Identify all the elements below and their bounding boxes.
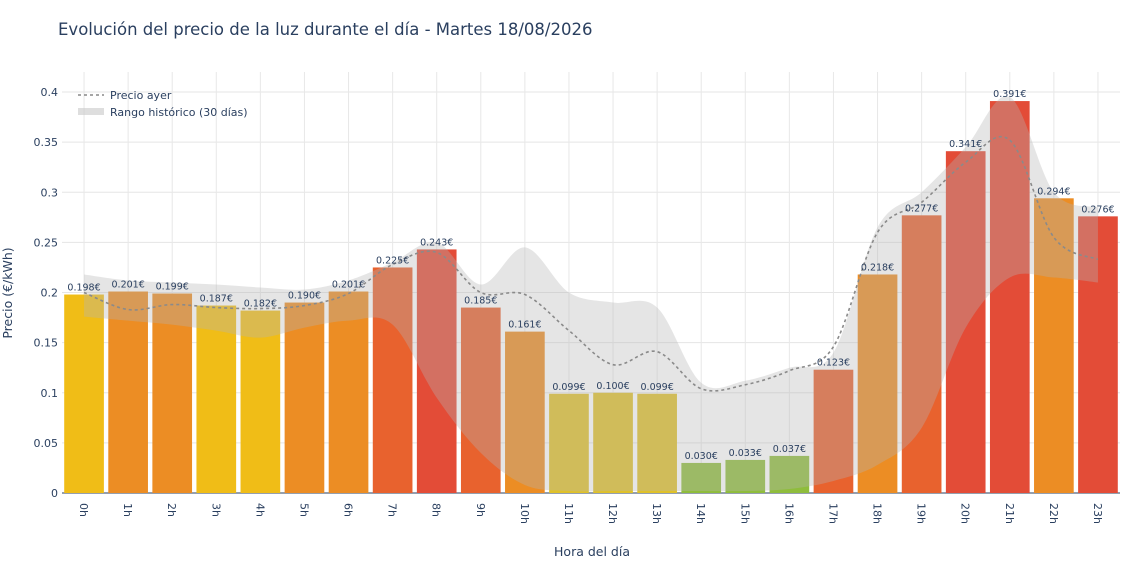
x-tick-label: 0h xyxy=(77,503,90,517)
price-bar xyxy=(989,101,1030,494)
price-bar xyxy=(769,455,810,493)
x-tick-label: 19h xyxy=(915,503,928,524)
bar-value-label: 0.225€ xyxy=(376,255,409,266)
bar-value-label: 0.391€ xyxy=(993,89,1026,100)
historical-range-area xyxy=(84,96,1098,492)
legend-label-range: Rango histórico (30 días) xyxy=(110,106,248,119)
price-bar xyxy=(372,267,413,493)
y-axis-title: Precio (€/kWh) xyxy=(0,247,15,338)
price-bar xyxy=(549,393,589,493)
x-tick-label: 23h xyxy=(1091,503,1104,524)
x-tick-label: 8h xyxy=(430,503,443,517)
price-bar xyxy=(857,274,898,493)
x-tick-label: 4h xyxy=(253,503,266,517)
x-tick-label: 18h xyxy=(871,503,884,524)
y-tick-label: 0.15 xyxy=(34,337,59,350)
price-bar xyxy=(460,307,501,493)
price-bar xyxy=(1078,216,1118,494)
y-tick-label: 0.2 xyxy=(41,287,59,300)
x-tick-label: 11h xyxy=(562,503,575,524)
price-bar xyxy=(593,392,633,493)
x-tick-label: 6h xyxy=(342,503,355,517)
x-tick-label: 5h xyxy=(297,503,310,517)
bar-value-label: 0.201€ xyxy=(332,280,365,291)
x-tick-label: 13h xyxy=(650,503,663,524)
y-tick-label: 0.4 xyxy=(41,86,59,99)
price-bar xyxy=(64,294,104,493)
x-tick-label: 2h xyxy=(165,503,178,517)
x-tick-label: 15h xyxy=(738,503,751,524)
historical-range-band xyxy=(84,96,1098,492)
bar-value-label: 0.123€ xyxy=(817,358,850,369)
price-bar xyxy=(945,151,986,493)
bar-value-label: 0.030€ xyxy=(685,451,718,462)
x-tick-label: 22h xyxy=(1047,503,1060,524)
price-bar xyxy=(416,249,457,493)
y-tick-label: 0.05 xyxy=(34,437,59,450)
price-bars xyxy=(64,101,1118,494)
x-tick-label: 1h xyxy=(121,503,134,517)
price-bar xyxy=(152,293,193,493)
x-tick-label: 3h xyxy=(209,503,222,517)
bar-value-label: 0.199€ xyxy=(156,282,189,293)
y-tick-label: 0.25 xyxy=(34,236,59,249)
yesterday-line xyxy=(83,135,1099,392)
x-tick-label: 7h xyxy=(386,503,399,517)
y-tick-label: 0.35 xyxy=(34,136,59,149)
y-tick-label: 0 xyxy=(51,487,58,500)
bar-value-label: 0.099€ xyxy=(552,382,585,393)
bar-value-label: 0.243€ xyxy=(420,237,453,248)
x-tick-label: 17h xyxy=(826,503,839,524)
legend-label-yesterday: Precio ayer xyxy=(110,89,172,102)
price-bar xyxy=(725,459,766,493)
axes: 0 0.05 0.1 0.15 0.2 0.25 0.3 0.35 0.4 0h 1h 2h 3h 4h 5… xyxy=(34,86,1104,524)
price-bar xyxy=(196,305,237,493)
x-axis-title: Hora del día xyxy=(554,544,630,559)
y-tick-label: 0.3 xyxy=(41,186,59,199)
bar-value-label: 0.100€ xyxy=(596,381,629,392)
bar-value-labels: 0.198€ 0.201€ 0.199€ 0.187€ 0.182€ 0.190€ 0.20… xyxy=(67,89,1114,462)
price-bar xyxy=(505,331,545,493)
bar-value-label: 0.190€ xyxy=(288,291,321,302)
bar-value-label: 0.185€ xyxy=(464,296,497,307)
bar-value-label: 0.182€ xyxy=(244,299,277,310)
chart-title: Evolución del precio de la luz durante e… xyxy=(58,20,593,39)
price-bar xyxy=(328,291,369,493)
x-tick-label: 21h xyxy=(1003,503,1016,524)
legend: Precio ayer Rango histórico (30 días) xyxy=(78,89,248,119)
legend-swatch-range xyxy=(78,108,104,115)
bar-value-label: 0.037€ xyxy=(773,444,806,455)
price-bar xyxy=(681,462,722,493)
bar-value-label: 0.276€ xyxy=(1081,204,1114,215)
bar-value-label: 0.099€ xyxy=(641,382,674,393)
x-tick-label: 14h xyxy=(694,503,707,524)
bar-value-label: 0.033€ xyxy=(729,448,762,459)
x-tick-label: 9h xyxy=(474,503,487,517)
x-tick-label: 12h xyxy=(606,503,619,524)
price-bar xyxy=(1034,198,1074,494)
bar-value-label: 0.201€ xyxy=(112,280,145,291)
yesterday-price-line xyxy=(83,135,1099,392)
price-bar xyxy=(284,302,325,493)
bar-value-label: 0.198€ xyxy=(67,283,100,294)
price-bar xyxy=(813,369,854,493)
bar-value-label: 0.187€ xyxy=(200,294,233,305)
price-bar xyxy=(240,310,281,493)
x-tick-label: 10h xyxy=(518,503,531,524)
x-tick-label: 16h xyxy=(782,503,795,524)
x-tick-label: 20h xyxy=(959,503,972,524)
price-bar xyxy=(637,393,677,493)
bar-value-label: 0.218€ xyxy=(861,262,894,273)
bar-value-label: 0.161€ xyxy=(508,320,541,331)
price-bar xyxy=(901,215,942,494)
y-tick-label: 0.1 xyxy=(41,387,59,400)
bar-value-label: 0.294€ xyxy=(1037,186,1070,197)
bar-value-label: 0.277€ xyxy=(905,203,938,214)
price-bar xyxy=(108,291,148,493)
bar-value-label: 0.341€ xyxy=(949,139,982,150)
